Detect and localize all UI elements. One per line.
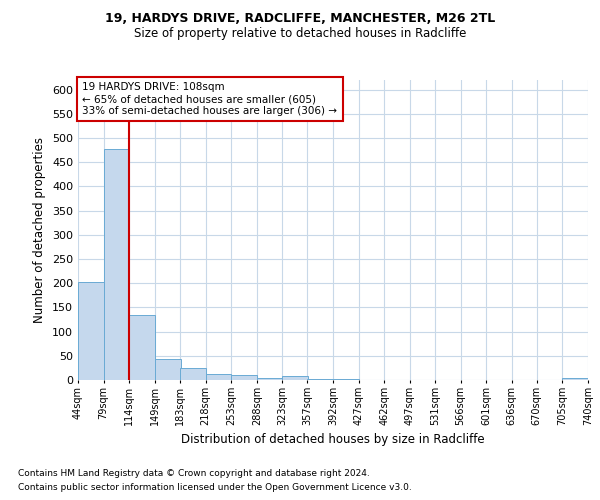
Bar: [78, 282, 104, 380]
Text: 19 HARDYS DRIVE: 108sqm
← 65% of detached houses are smaller (605)
33% of semi-d: 19 HARDYS DRIVE: 108sqm ← 65% of detache…: [82, 82, 337, 116]
Bar: [104, 148, 129, 380]
Bar: [307, 378, 333, 380]
Bar: [283, 376, 308, 380]
Bar: [231, 374, 257, 380]
Bar: [155, 359, 181, 380]
Bar: [333, 379, 359, 380]
Bar: [180, 368, 205, 380]
Text: Size of property relative to detached houses in Radcliffe: Size of property relative to detached ho…: [134, 28, 466, 40]
Y-axis label: Number of detached properties: Number of detached properties: [34, 137, 46, 323]
Bar: [205, 374, 231, 380]
Text: 19, HARDYS DRIVE, RADCLIFFE, MANCHESTER, M26 2TL: 19, HARDYS DRIVE, RADCLIFFE, MANCHESTER,…: [105, 12, 495, 26]
Text: Contains public sector information licensed under the Open Government Licence v3: Contains public sector information licen…: [18, 484, 412, 492]
X-axis label: Distribution of detached houses by size in Radcliffe: Distribution of detached houses by size …: [181, 434, 485, 446]
Bar: [257, 378, 283, 380]
Bar: [562, 378, 588, 380]
Text: Contains HM Land Registry data © Crown copyright and database right 2024.: Contains HM Land Registry data © Crown c…: [18, 468, 370, 477]
Bar: [129, 314, 155, 380]
